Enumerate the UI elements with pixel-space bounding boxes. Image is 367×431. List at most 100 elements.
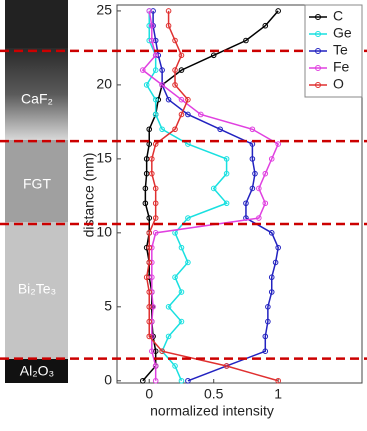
data-point — [178, 96, 185, 103]
legend-marker — [315, 82, 321, 88]
layer-label: CaF₂ — [21, 91, 53, 107]
data-point — [185, 96, 191, 103]
data-point — [146, 289, 153, 295]
y-tick-label: 15 — [96, 150, 112, 166]
data-point — [146, 304, 153, 310]
data-point — [178, 111, 185, 118]
legend-label: O — [333, 76, 344, 92]
data-point — [268, 230, 275, 236]
data-point — [159, 348, 165, 354]
data-point — [275, 141, 281, 147]
data-point — [152, 52, 159, 59]
data-point — [256, 185, 262, 192]
data-point — [165, 96, 172, 103]
data-point — [185, 377, 191, 384]
data-point — [185, 215, 191, 221]
data-point — [149, 274, 155, 281]
data-point — [178, 289, 185, 295]
data-point — [275, 244, 281, 251]
data-point — [272, 259, 279, 266]
legend-label: C — [333, 8, 343, 24]
y-tick-label: 20 — [96, 76, 112, 92]
data-point — [165, 304, 172, 310]
data-point — [150, 8, 156, 14]
data-point — [262, 333, 269, 340]
stem-image — [5, 0, 68, 383]
data-point — [146, 8, 153, 14]
data-point — [178, 52, 185, 59]
data-point — [152, 363, 159, 369]
legend-label: Te — [333, 42, 348, 58]
data-point — [150, 304, 156, 310]
data-point — [152, 348, 159, 354]
data-point — [243, 200, 249, 207]
data-point — [152, 185, 159, 192]
data-point — [198, 111, 204, 118]
data-point — [152, 111, 159, 118]
plot-frame — [116, 4, 363, 384]
data-point — [185, 111, 191, 118]
legend-marker — [315, 31, 321, 37]
data-point — [223, 363, 230, 369]
data-point — [210, 52, 217, 59]
data-point — [146, 318, 153, 325]
y-axis-label: distance (nm) — [81, 153, 97, 238]
profile-line — [152, 10, 279, 382]
data-point — [275, 377, 281, 384]
data-point — [149, 170, 155, 177]
x-tick-label: 0 — [145, 386, 153, 402]
x-tick-label: 0.5 — [204, 386, 224, 402]
data-point — [249, 126, 256, 133]
data-point — [178, 377, 185, 384]
data-point — [152, 67, 159, 73]
data-point — [142, 200, 149, 207]
y-tick-label: 25 — [96, 2, 112, 18]
data-point — [262, 200, 269, 207]
legend-label: Ge — [333, 25, 352, 41]
data-point — [143, 156, 150, 162]
data-point — [152, 96, 159, 103]
data-point — [159, 82, 165, 88]
data-point — [217, 126, 223, 133]
data-point — [223, 156, 230, 162]
data-point — [178, 67, 185, 73]
data-point — [243, 37, 249, 44]
legend-marker — [315, 48, 321, 54]
data-point — [172, 274, 178, 281]
legend-marker — [315, 14, 321, 20]
data-point — [146, 230, 153, 236]
data-point — [268, 156, 275, 162]
data-point — [265, 304, 271, 310]
data-point — [210, 185, 217, 192]
data-point — [249, 156, 256, 162]
layer-label: Al₂O₃ — [20, 363, 54, 379]
data-point — [172, 67, 178, 73]
profile-line — [141, 10, 280, 381]
data-point — [252, 170, 258, 177]
data-point — [249, 185, 256, 192]
data-point — [146, 244, 153, 251]
profile-line — [145, 10, 228, 382]
data-point — [268, 289, 275, 295]
data-point — [146, 141, 153, 147]
data-point — [256, 215, 262, 221]
data-point — [223, 200, 230, 207]
data-point — [185, 259, 191, 266]
data-point — [172, 82, 178, 88]
data-point — [139, 377, 146, 384]
data-point — [146, 259, 153, 266]
data-point — [262, 22, 269, 29]
data-point — [223, 170, 230, 177]
y-tick-label: 5 — [104, 298, 112, 314]
data-point — [152, 200, 159, 207]
data-point — [142, 185, 149, 192]
data-point — [165, 333, 172, 340]
profile-line — [145, 10, 279, 382]
y-tick-label: 10 — [96, 224, 112, 240]
legend-marker — [315, 65, 321, 71]
data-point — [262, 170, 269, 177]
data-point — [149, 348, 155, 354]
data-point — [139, 67, 146, 73]
data-point — [172, 126, 178, 133]
